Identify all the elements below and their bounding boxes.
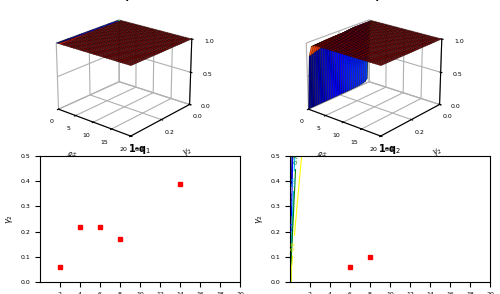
- Title: 1-q$_1$: 1-q$_1$: [110, 0, 134, 3]
- Title: 1-q$_2$: 1-q$_2$: [361, 0, 384, 3]
- Y-axis label: $\gamma_2$: $\gamma_2$: [254, 214, 265, 224]
- Text: 0.3: 0.3: [288, 191, 294, 201]
- Y-axis label: $\gamma_2$: $\gamma_2$: [431, 145, 444, 159]
- Y-axis label: $\gamma_2$: $\gamma_2$: [4, 214, 15, 224]
- Title: 1-q$_2$: 1-q$_2$: [378, 142, 402, 156]
- Text: 0.4: 0.4: [288, 221, 294, 231]
- Title: 1-q$_1$: 1-q$_1$: [128, 142, 152, 156]
- Y-axis label: $\gamma_2$: $\gamma_2$: [181, 145, 194, 159]
- Text: 0.9: 0.9: [290, 240, 296, 251]
- X-axis label: $\beta_2^S$: $\beta_2^S$: [63, 148, 78, 165]
- Text: 0.6: 0.6: [291, 176, 296, 186]
- X-axis label: $\beta_2^S$: $\beta_2^S$: [313, 148, 328, 165]
- Text: 0.7: 0.7: [294, 154, 299, 164]
